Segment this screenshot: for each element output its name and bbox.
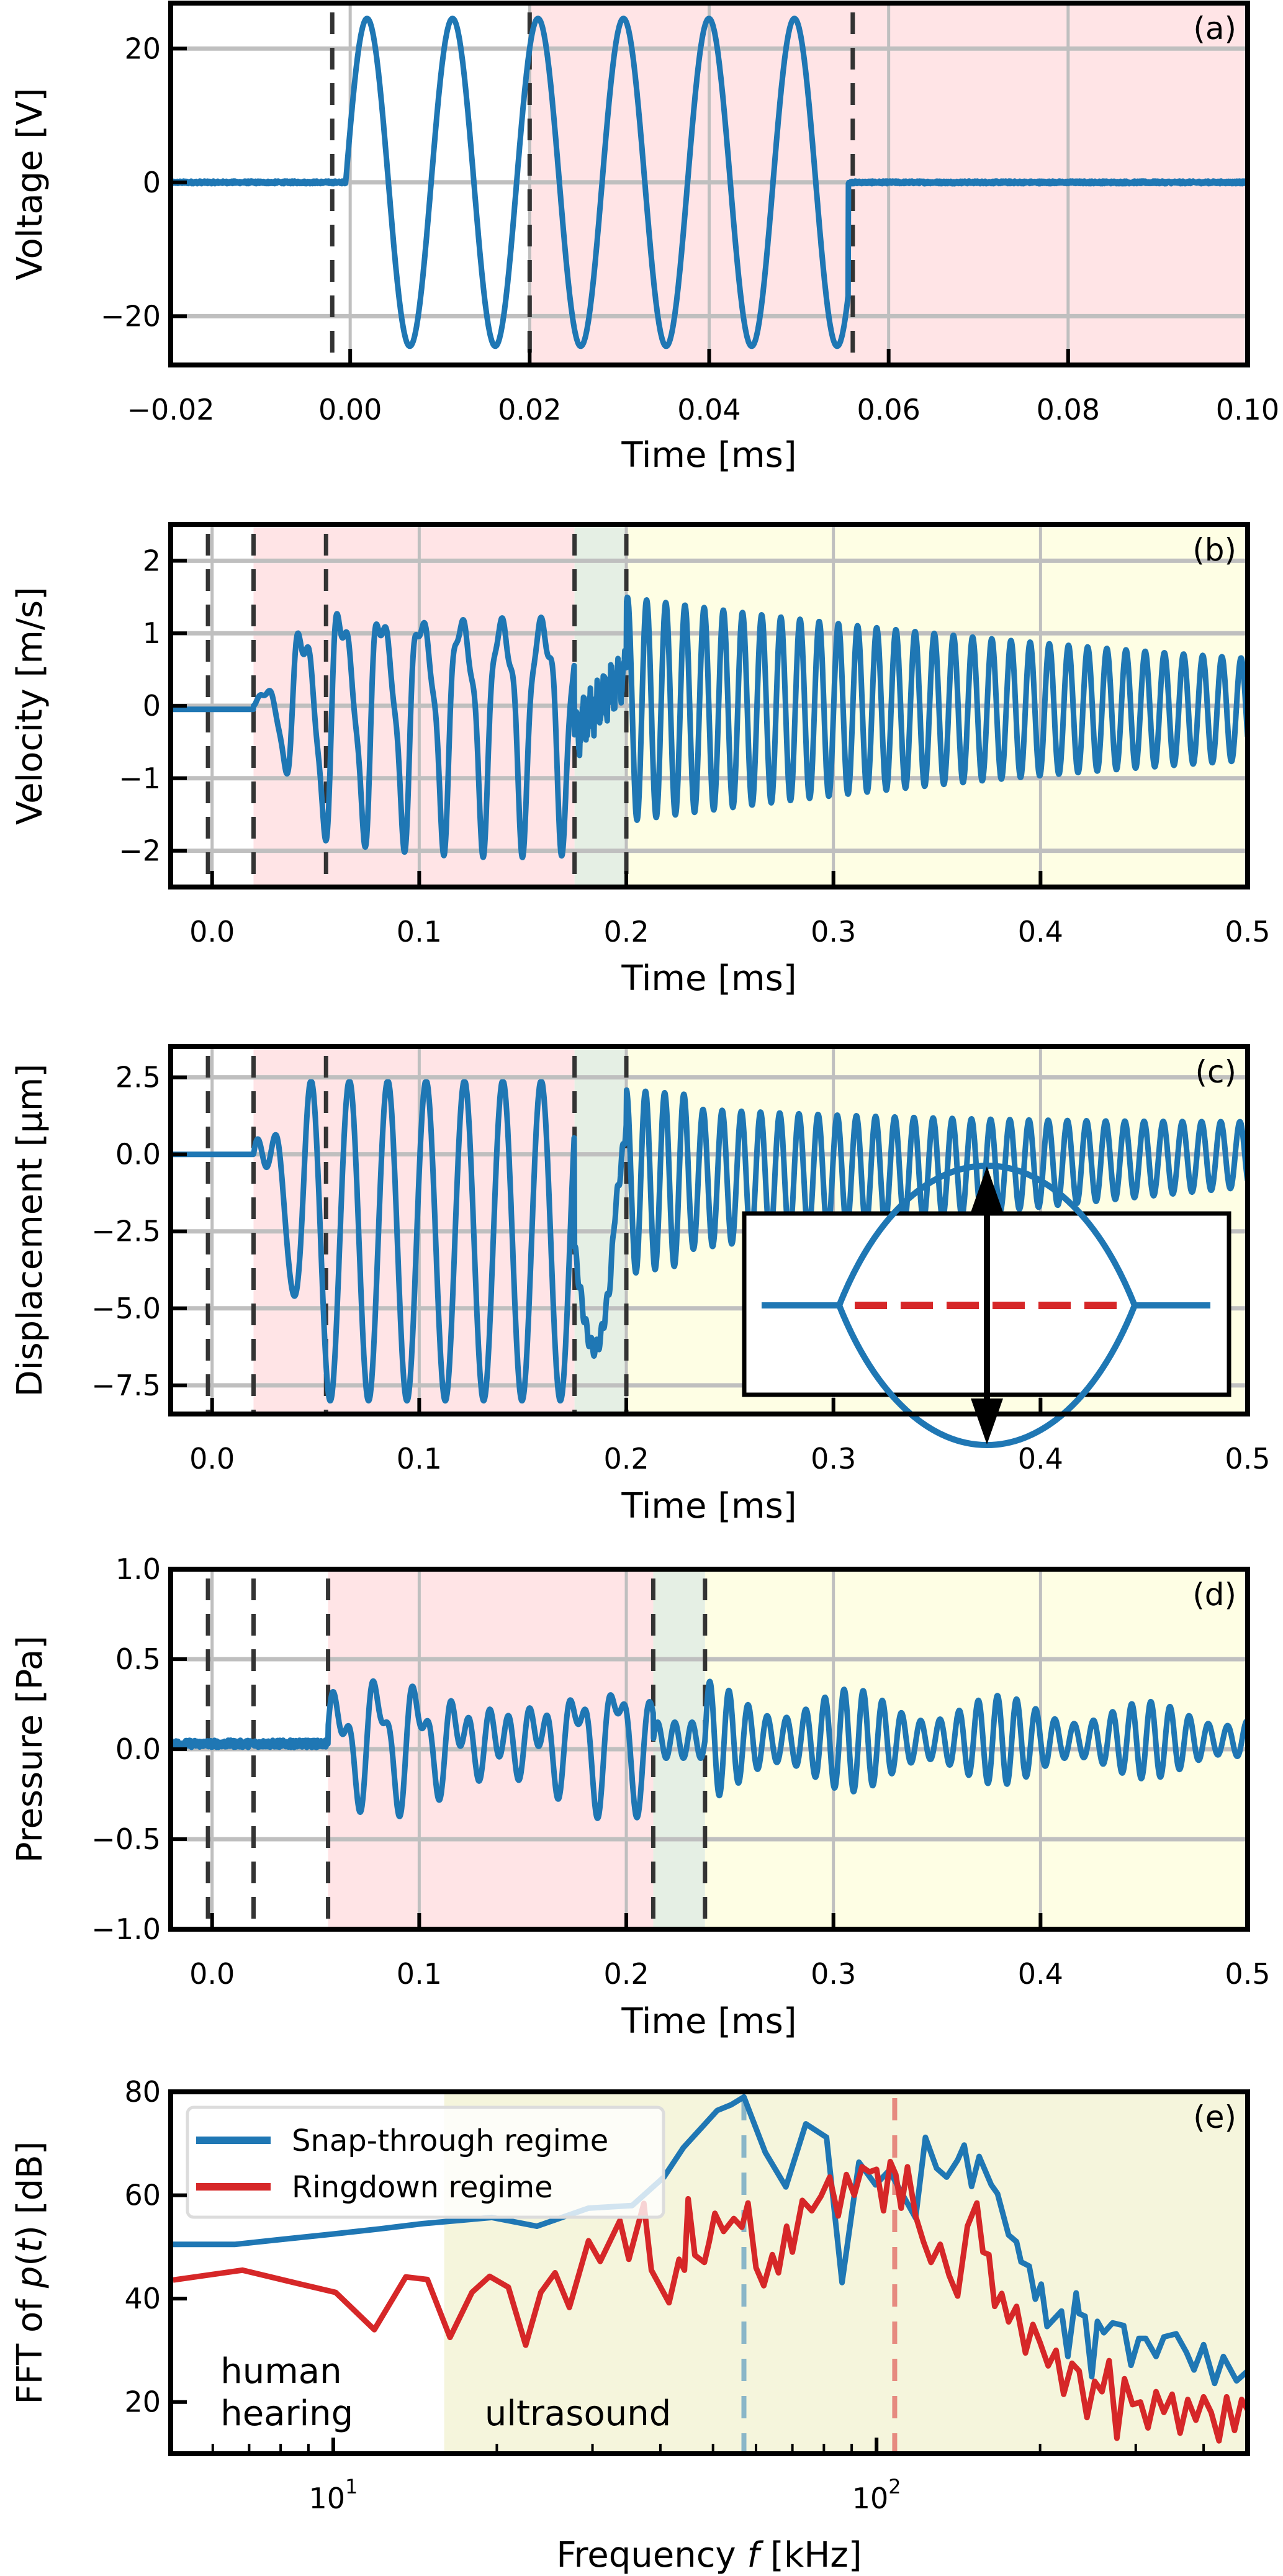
panel-label: (c): [1195, 1054, 1236, 1090]
y-axis-label: Displacement [μm]: [10, 1064, 50, 1397]
y-tick-label: 2: [143, 544, 161, 577]
panel-label: (a): [1193, 11, 1236, 47]
arrow-head-up-icon: [971, 1166, 1003, 1212]
beam-lower-state: [836, 1304, 1138, 1448]
series-snap-through-regime: [171, 2094, 1248, 2387]
x-tick-label: −0.02: [127, 393, 215, 426]
x-axis-label: Time [ms]: [621, 435, 796, 475]
y-tick-label: −1: [119, 762, 161, 795]
y-axis-label: FFT of p(t) [dB]: [10, 2141, 50, 2405]
legend-label: Snap-through regime: [292, 2123, 608, 2158]
y-tick-label: −0.5: [91, 1822, 161, 1856]
x-tick-label: 0.10: [1216, 393, 1279, 426]
x-tick-label: 0.5: [1225, 1957, 1270, 1991]
x-tick-label: 0.3: [811, 915, 856, 948]
panel-label: (d): [1192, 1577, 1236, 1613]
y-tick-label: 80: [124, 2075, 161, 2109]
x-tick-label: 0.1: [397, 1957, 442, 1991]
x-tick-label: 0.3: [811, 1957, 856, 1991]
panel-label: (e): [1193, 2099, 1236, 2135]
arrow-head-down-icon: [971, 1398, 1003, 1444]
y-tick-label: −20: [101, 299, 161, 333]
x-tick-label: 0.4: [1018, 1442, 1063, 1475]
legend-frame: [186, 2105, 665, 2219]
x-tick-label: 0.0: [189, 1957, 235, 1991]
y-tick-label: −1.0: [91, 1912, 161, 1946]
panel-d: 0.0 0.1 0.2 0.3 0.4 0.5 −1.0 −0.5 0.0 0.5 1.0 (d) Ti…: [10, 1552, 1270, 2042]
beam-upper-state: [836, 1163, 1138, 1307]
y-tick-label: 0.0: [115, 1138, 161, 1171]
y-tick-label: 2.5: [115, 1061, 161, 1094]
y-tick-label: 0: [143, 689, 161, 723]
x-tick-label: 0.3: [811, 1442, 856, 1475]
y-tick-label: −5.0: [91, 1292, 161, 1325]
x-tick-label: 0.2: [603, 1957, 649, 1991]
y-tick-label: −7.5: [91, 1369, 161, 1402]
plot-area: [171, 525, 1248, 887]
y-axis-label: Velocity [m/s]: [10, 587, 50, 825]
y-tick-label: 0: [143, 166, 161, 199]
x-tick-label: 0.4: [1018, 1957, 1063, 1991]
y-tick-label: 0.5: [115, 1642, 161, 1676]
x-tick-label: 0.2: [603, 915, 649, 948]
y-tick-label: 0.0: [115, 1732, 161, 1766]
x-axis-label: Time [ms]: [621, 2001, 796, 2042]
y-tick-label: 40: [124, 2282, 161, 2315]
y-tick-label: 20: [124, 2385, 161, 2419]
x-tick-label: 0.00: [318, 393, 382, 426]
y-tick-label: 1: [143, 616, 161, 650]
series-velocity: [171, 594, 1248, 860]
y-tick-label: 20: [124, 32, 161, 65]
x-tick-label: 101: [308, 2475, 358, 2515]
panel-c: 0.0 0.1 0.2 0.3 0.4 0.5 −7.5 −5.0 −2.5 0.0 2.5 (c) T…: [10, 1044, 1271, 1526]
x-tick-label: 0.04: [677, 393, 741, 426]
panel-label: (b): [1192, 532, 1236, 568]
x-tick-label: 0.5: [1225, 1442, 1270, 1475]
legend-label: Ringdown regime: [292, 2170, 553, 2205]
axes-frame: [168, 2089, 1250, 2456]
plot-area: [171, 1569, 1248, 1929]
panel-e: human hearing ultrasound Snap-through regim…: [10, 2075, 1250, 2575]
x-tick-label: 102: [852, 2475, 901, 2515]
y-tick-label: −2.5: [91, 1215, 161, 1248]
plot-area: [171, 3, 1248, 365]
x-tick-label: 0.02: [498, 393, 561, 426]
x-tick-label: 0.0: [189, 915, 235, 948]
x-tick-label: 0.4: [1018, 915, 1063, 948]
x-tick-label: 0.08: [1037, 393, 1100, 426]
panel-b: 0.0 0.1 0.2 0.3 0.4 0.5 −2 −1 0 1 2 (b) Time [ms] Vel…: [10, 522, 1271, 999]
series-displacement: [171, 1079, 1248, 1404]
x-tick-label: 0.0: [189, 1442, 235, 1475]
x-axis-label: Time [ms]: [621, 958, 796, 999]
x-tick-label: 0.06: [857, 393, 920, 426]
y-tick-label: 1.0: [115, 1552, 161, 1586]
x-tick-label: 0.5: [1225, 915, 1270, 948]
x-tick-label: 0.1: [397, 915, 442, 948]
y-tick-label: 60: [124, 2179, 161, 2212]
legend: Snap-through regime Ringdown regime: [186, 2105, 665, 2219]
series-ringdown-regime: [173, 2158, 1248, 2444]
y-tick-label: −2: [119, 834, 161, 868]
y-axis-label: Voltage [V]: [10, 88, 50, 281]
x-tick-label: 0.1: [397, 1442, 442, 1475]
y-axis-label: Pressure [Pa]: [10, 1636, 50, 1863]
x-axis-label: Time [ms]: [621, 1486, 796, 1526]
series-pressure: [171, 1678, 1248, 1821]
region-annotation: human hearing: [220, 2351, 353, 2434]
panel-a: −0.02 0.00 0.02 0.04 0.06 0.08 0.10 −20 0 20 (a) Ti…: [10, 1, 1279, 475]
region-annotation: ultrasound: [485, 2394, 671, 2434]
beam-schematic-inset: [742, 1163, 1231, 1448]
x-axis-label: Frequency f [kHz]: [556, 2535, 862, 2575]
x-tick-label: 0.2: [603, 1442, 649, 1475]
series-voltage: [171, 16, 1248, 349]
